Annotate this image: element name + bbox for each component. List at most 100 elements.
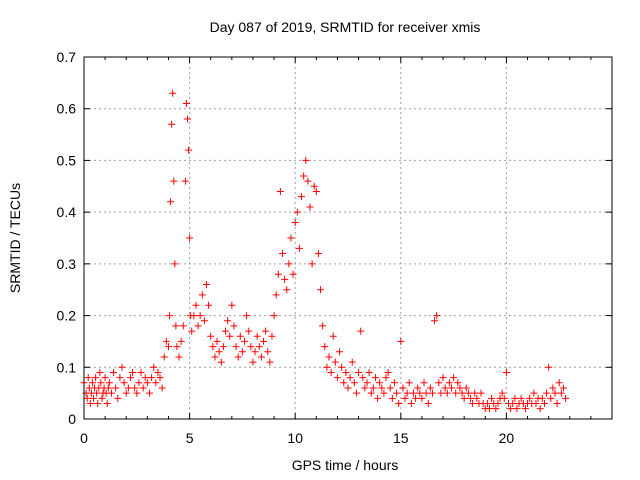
data-point: [409, 389, 417, 397]
data-point: [433, 312, 441, 320]
data-point: [298, 193, 306, 201]
data-point: [543, 389, 551, 397]
data-point: [380, 389, 388, 397]
data-point: [304, 177, 312, 185]
data-point: [435, 379, 443, 387]
data-point: [133, 389, 141, 397]
data-point: [92, 374, 100, 382]
chart-title: Day 087 of 2019, SRMTID for receiver xmi…: [210, 19, 481, 35]
y-tick-label: 0.5: [57, 152, 77, 168]
data-point: [139, 384, 147, 392]
data-point: [325, 353, 333, 361]
data-point: [363, 379, 371, 387]
y-tick-label: 0.1: [57, 359, 77, 375]
data-point: [167, 198, 175, 206]
data-point: [386, 384, 394, 392]
data-point: [169, 89, 177, 97]
data-point: [179, 322, 187, 330]
data-point: [450, 374, 458, 382]
data-point: [143, 379, 151, 387]
data-point: [287, 234, 295, 242]
data-point: [196, 312, 204, 320]
data-point: [177, 337, 185, 345]
data-point: [289, 270, 297, 278]
data-point: [464, 389, 472, 397]
data-point: [90, 394, 98, 402]
data-point: [137, 368, 145, 376]
data-point: [553, 399, 561, 407]
data-point: [355, 368, 363, 376]
data-point: [549, 384, 557, 392]
data-point: [141, 374, 149, 382]
data-point: [247, 343, 255, 351]
data-point: [268, 332, 276, 340]
data-point: [374, 394, 382, 402]
data-point: [173, 343, 181, 351]
data-point: [170, 177, 178, 185]
data-point: [456, 384, 464, 392]
data-point: [348, 358, 356, 366]
data-point: [126, 374, 134, 382]
data-point: [314, 250, 322, 258]
data-point: [215, 348, 223, 356]
data-point: [190, 312, 198, 320]
data-point: [226, 332, 234, 340]
data-point: [93, 389, 101, 397]
plot-frame: [83, 56, 613, 420]
data-point: [538, 394, 546, 402]
data-point: [124, 384, 132, 392]
data-point: [276, 187, 284, 195]
data-point: [340, 379, 348, 387]
y-tick-label: 0.6: [57, 101, 77, 117]
data-point: [369, 384, 377, 392]
data-point: [551, 389, 559, 397]
data-point: [118, 363, 126, 371]
data-point: [181, 177, 189, 185]
data-point: [234, 353, 242, 361]
data-point: [152, 379, 160, 387]
data-point: [431, 317, 439, 325]
data-point: [454, 379, 462, 387]
data-point: [317, 286, 325, 294]
data-point: [209, 343, 217, 351]
data-point: [96, 368, 104, 376]
data-point: [101, 374, 109, 382]
data-point: [382, 374, 390, 382]
data-point: [198, 291, 206, 299]
data-point: [488, 394, 496, 402]
y-tick-label: 0.4: [57, 204, 77, 220]
axis-ticks: [83, 56, 612, 420]
data-point: [498, 389, 506, 397]
data-point: [559, 384, 567, 392]
data-point: [107, 389, 115, 397]
data-point: [83, 394, 91, 402]
data-point: [222, 327, 230, 335]
data-point: [293, 208, 301, 216]
data-point: [158, 384, 166, 392]
data-point: [300, 172, 308, 180]
data-point: [416, 389, 424, 397]
data-point: [532, 399, 540, 407]
data-point: [511, 394, 519, 402]
data-point: [342, 368, 350, 376]
data-point: [168, 120, 176, 128]
data-point: [279, 250, 287, 258]
data-point: [509, 399, 517, 407]
data-point: [414, 384, 422, 392]
data-point: [171, 260, 179, 268]
data-point: [86, 399, 94, 407]
data-point: [97, 379, 105, 387]
y-tick-labels: 0 0.1 0.2 0.3 0.4 0.5 0.6 0.7: [57, 49, 77, 427]
x-tick-label: 15: [393, 430, 409, 446]
data-point: [103, 399, 111, 407]
data-point: [114, 394, 122, 402]
data-point: [447, 384, 455, 392]
x-tick-label: 5: [186, 430, 194, 446]
data-point: [460, 394, 468, 402]
data-point: [388, 394, 396, 402]
data-point: [338, 363, 346, 371]
data-point: [291, 218, 299, 226]
data-point: [344, 384, 352, 392]
data-point: [486, 405, 494, 413]
data-point: [352, 389, 360, 397]
